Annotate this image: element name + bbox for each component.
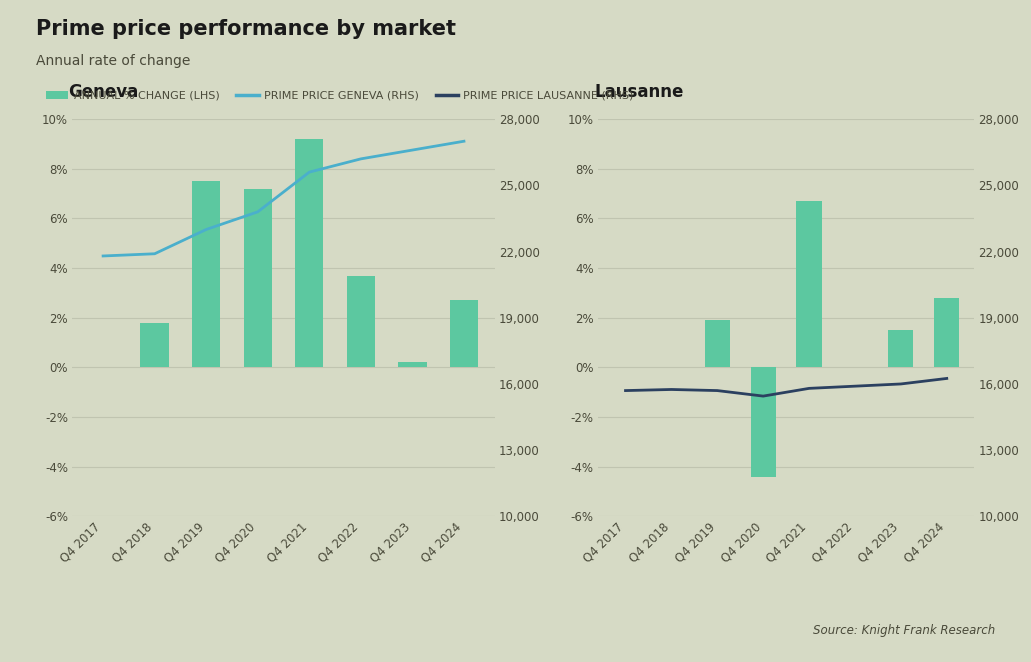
Text: Source: Knight Frank Research: Source: Knight Frank Research [812,624,995,637]
Bar [398,363,427,367]
Text: Lausanne: Lausanne [594,83,684,101]
Bar [346,275,375,367]
Legend: ANNUAL % CHANGE (LHS), PRIME PRICE GENEVA (RHS), PRIME PRICE LAUSANNE (RHS): ANNUAL % CHANGE (LHS), PRIME PRICE GENEV… [41,86,638,105]
Bar [797,201,822,367]
Text: Prime price performance by market: Prime price performance by market [36,19,456,38]
Bar [889,330,913,367]
Bar [704,320,730,367]
Bar [243,189,272,367]
Bar [751,367,775,477]
Bar [934,298,960,367]
Bar [295,139,324,367]
Text: Geneva: Geneva [68,83,138,101]
Bar [450,301,478,367]
Text: Annual rate of change: Annual rate of change [36,54,191,68]
Bar [140,322,169,367]
Bar [192,181,221,367]
